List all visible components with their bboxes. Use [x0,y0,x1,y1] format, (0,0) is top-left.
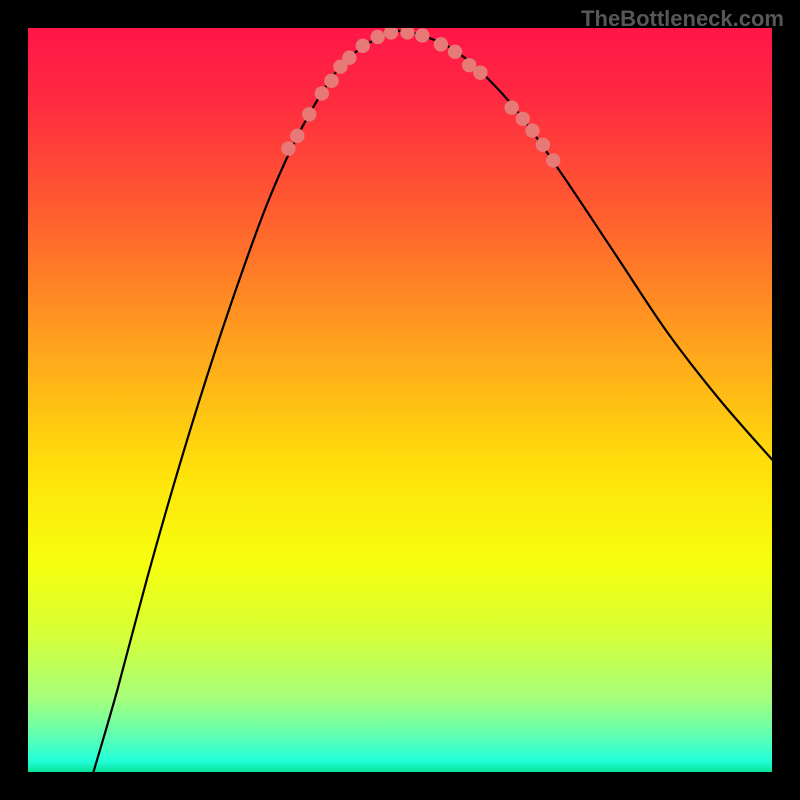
curve-marker [281,141,295,155]
curve-marker [415,28,429,42]
watermark-text: TheBottleneck.com [581,6,784,32]
curve-marker [536,138,550,152]
curve-marker [290,129,304,143]
curve-marker [525,123,539,137]
bottleneck-chart [28,28,772,772]
curve-marker [315,86,329,100]
curve-marker [356,39,370,53]
curve-marker [473,65,487,79]
curve-marker [448,45,462,59]
curve-marker [324,74,338,88]
curve-marker [434,37,448,51]
curve-marker [516,112,530,126]
curve-marker [546,153,560,167]
curve-marker [370,30,384,44]
curve-marker [342,51,356,65]
curve-marker [504,100,518,114]
highlight-band [28,623,772,772]
curve-marker [302,107,316,121]
chart-svg [28,28,772,772]
